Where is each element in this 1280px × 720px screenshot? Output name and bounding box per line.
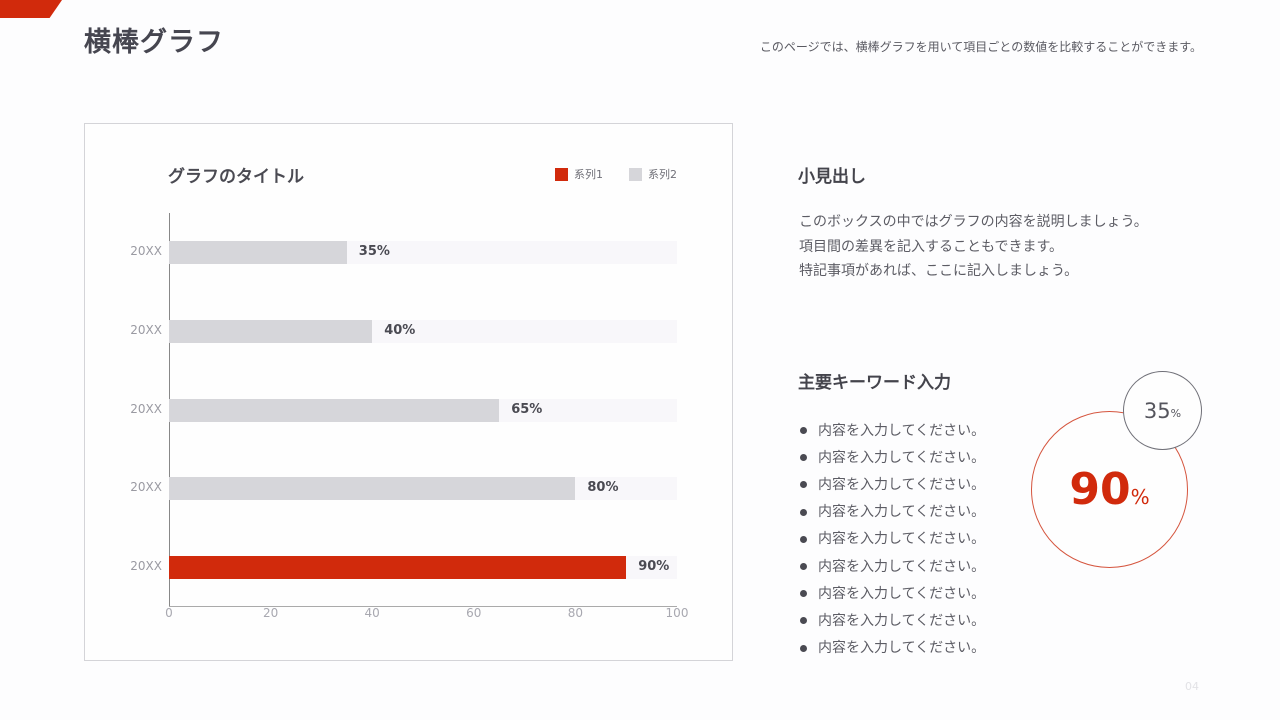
bar [169,241,347,264]
bullet-icon [800,454,807,462]
keyword-item: 内容を入力してください。 [800,471,985,498]
bar-row: 40% [169,320,677,343]
big-stat-unit: % [1130,484,1150,509]
keyword-item: 内容を入力してください。 [800,444,985,471]
keyword-text: 内容を入力してください。 [818,640,986,657]
category-label: 20XX [130,559,162,573]
bullet-icon [800,644,807,652]
description-line: このボックスの中ではグラフの内容を説明しましょう。 [799,214,1148,230]
big-stat-value: 90 [1069,464,1131,515]
bar-row: 80% [169,477,677,500]
bar-row: 35% [169,241,677,264]
small-stat-value: 35 [1143,398,1171,423]
keyword-item: 内容を入力してください。 [800,635,985,662]
x-tick: 0 [165,606,173,620]
legend-label: 系列2 [648,168,677,181]
keywords-heading: 主要キーワード入力 [798,373,951,393]
keyword-text: 内容を入力してください。 [818,476,986,493]
x-tick: 100 [665,606,689,620]
x-axis [169,606,677,607]
small-stat-circle: 35 % [1123,371,1202,450]
keyword-item: 内容を入力してください。 [800,607,985,634]
description-line: 特記事項があれば、ここに記入しましょう。 [799,263,1079,279]
bar-value-label: 40% [384,323,416,338]
chart-panel: グラフのタイトル 系列1 系列2 20XX 35% 20XX 40% 20XX 65% 20… [84,123,733,661]
legend-swatch-gray [629,167,642,181]
keyword-text: 内容を入力してください。 [818,585,986,602]
keyword-text: 内容を入力してください。 [818,504,986,521]
x-tick: 80 [567,606,584,620]
section-description: このボックスの中ではグラフの内容を説明しましょう。 項目間の差異を記入することも… [799,210,1148,284]
section-heading: 小見出し [798,167,866,187]
bullet-icon [800,535,807,543]
keyword-text: 内容を入力してください。 [818,531,986,548]
category-label: 20XX [130,323,162,337]
keyword-text: 内容を入力してください。 [818,612,986,629]
keyword-item: 内容を入力してください。 [800,553,985,580]
bar-value-label: 90% [638,559,670,574]
legend-item-series2: 系列2 [629,166,677,182]
bullet-icon [800,617,807,625]
keyword-text: 内容を入力してください。 [818,449,986,466]
x-tick: 40 [364,606,380,620]
keyword-item: 内容を入力してください。 [800,499,985,526]
bar-row: 65% [169,399,677,422]
page-description: このページでは、横棒グラフを用いて項目ごとの数値を比較することができます。 [759,40,1202,54]
bullet-icon [800,563,807,571]
page-title: 横棒グラフ [84,27,224,58]
bullet-icon [800,481,807,489]
keyword-list: 内容を入力してください。 内容を入力してください。 内容を入力してください。 内容を入… [800,417,985,662]
keyword-item: 内容を入力してください。 [800,580,985,607]
category-label: 20XX [130,244,162,258]
bar [169,399,500,422]
corner-accent [0,0,62,18]
category-label: 20XX [130,480,162,494]
bar-value-label: 80% [587,480,619,495]
bar [169,556,627,579]
bar-value-label: 35% [358,244,390,259]
big-stat-circle: 90 % [1031,411,1188,568]
page-number: 04 [1185,680,1199,693]
keyword-text: 内容を入力してください。 [818,422,986,439]
bullet-icon [800,427,807,435]
legend-label: 系列1 [574,168,603,181]
legend-item-series1: 系列1 [555,166,603,182]
keyword-item: 内容を入力してください。 [800,526,985,553]
bar [169,477,576,500]
small-stat-unit: % [1170,407,1182,420]
bullet-icon [800,590,807,598]
keyword-item: 内容を入力してください。 [800,417,985,444]
bar [169,320,373,343]
legend-swatch-red [555,167,568,181]
x-tick: 20 [262,606,279,620]
chart-title: グラフのタイトル [168,167,304,187]
category-label: 20XX [130,402,162,416]
keyword-text: 内容を入力してください。 [818,558,986,575]
bar-value-label: 65% [511,402,543,417]
description-line: 項目間の差異を記入することもできます。 [799,238,1064,255]
x-tick: 60 [466,606,482,620]
bullet-icon [800,508,807,516]
bar-row: 90% [169,556,677,579]
